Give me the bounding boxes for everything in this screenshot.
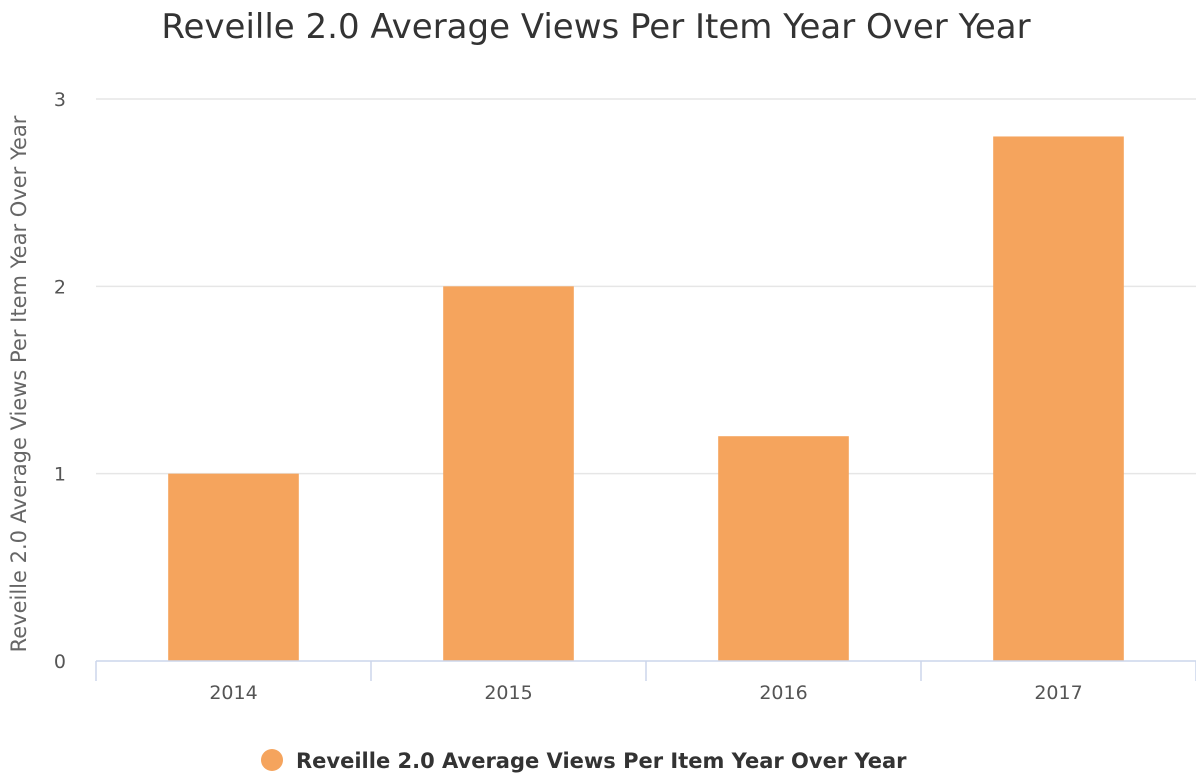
x-tick-label: 2017 xyxy=(1034,682,1082,704)
y-tick-label: 3 xyxy=(54,89,66,111)
y-axis-title: Reveille 2.0 Average Views Per Item Year… xyxy=(7,115,31,652)
x-axis-ticks: 2014 2015 2016 2017 xyxy=(209,682,1082,704)
bar[interactable] xyxy=(168,473,299,661)
legend-swatch xyxy=(261,749,283,771)
y-tick-label: 0 xyxy=(54,651,66,673)
x-tick-label: 2016 xyxy=(759,682,807,704)
y-tick-label: 2 xyxy=(54,276,66,298)
bar[interactable] xyxy=(718,436,849,661)
legend-label: Reveille 2.0 Average Views Per Item Year… xyxy=(296,749,907,773)
bars xyxy=(168,136,1124,661)
bar[interactable] xyxy=(443,286,574,661)
bar[interactable] xyxy=(993,136,1124,661)
y-tick-label: 1 xyxy=(54,464,66,486)
y-axis-ticks: 0 1 2 3 xyxy=(54,89,66,673)
chart-title: Reveille 2.0 Average Views Per Item Year… xyxy=(161,7,1030,47)
x-tick-label: 2014 xyxy=(209,682,257,704)
x-axis xyxy=(95,660,1196,681)
legend[interactable]: Reveille 2.0 Average Views Per Item Year… xyxy=(261,749,907,773)
x-tick-label: 2015 xyxy=(484,682,532,704)
